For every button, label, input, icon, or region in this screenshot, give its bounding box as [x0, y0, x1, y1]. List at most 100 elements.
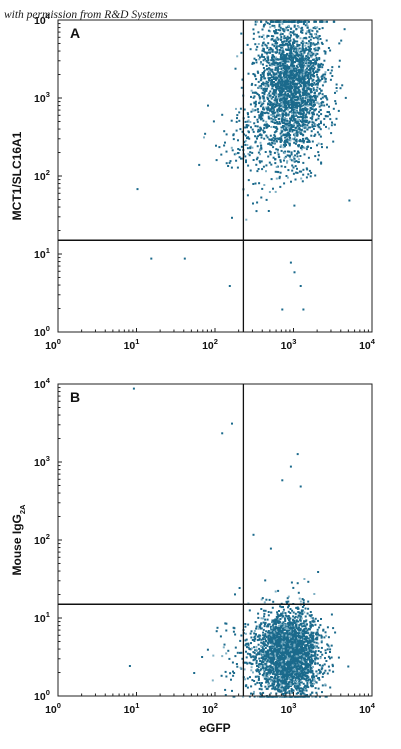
data-point	[299, 83, 302, 86]
data-point	[293, 622, 296, 624]
data-point	[307, 42, 310, 45]
data-point	[296, 582, 299, 585]
data-point	[300, 128, 303, 131]
data-point	[311, 617, 314, 620]
data-point	[324, 50, 327, 53]
data-point	[306, 87, 309, 89]
data-point	[293, 204, 296, 207]
data-point	[260, 61, 262, 64]
data-point	[331, 66, 334, 69]
data-point	[275, 623, 277, 626]
data-point	[324, 80, 327, 83]
data-point	[298, 116, 301, 119]
data-point	[307, 679, 310, 682]
data-point	[256, 125, 259, 128]
data-point	[284, 70, 287, 73]
data-point	[270, 637, 273, 640]
data-point	[287, 610, 290, 613]
data-point	[295, 28, 298, 31]
data-point	[281, 672, 284, 675]
data-point	[310, 56, 313, 59]
data-point	[316, 52, 319, 55]
data-point	[275, 126, 278, 128]
data-point	[290, 54, 293, 57]
data-point	[267, 651, 270, 654]
data-point	[311, 648, 314, 651]
data-point	[269, 77, 272, 79]
data-point	[281, 51, 284, 54]
data-point	[281, 681, 284, 684]
data-point	[273, 151, 276, 154]
data-point	[286, 70, 288, 73]
data-point	[289, 645, 292, 648]
data-point	[313, 109, 316, 112]
data-point	[286, 119, 289, 122]
data-point	[290, 90, 293, 93]
data-point	[257, 612, 260, 615]
data-point	[303, 59, 306, 62]
data-point	[256, 120, 259, 123]
data-point	[318, 87, 321, 90]
data-point	[266, 36, 268, 39]
data-point	[271, 141, 274, 144]
data-point	[310, 66, 313, 69]
data-point	[285, 98, 288, 101]
data-point	[288, 85, 291, 88]
data-point	[272, 35, 275, 38]
data-point	[252, 692, 255, 695]
data-point	[296, 66, 299, 69]
data-point	[284, 82, 287, 85]
data-point	[278, 660, 281, 663]
data-point	[309, 33, 312, 36]
data-point	[296, 167, 298, 170]
data-point	[259, 660, 262, 662]
data-point	[271, 114, 274, 117]
data-point	[273, 62, 276, 64]
data-point	[274, 32, 277, 35]
data-point	[279, 76, 282, 79]
data-point	[279, 648, 282, 651]
data-point	[244, 134, 247, 137]
data-point	[319, 135, 322, 138]
data-point	[273, 141, 276, 144]
data-point	[316, 662, 319, 665]
data-point	[279, 605, 282, 608]
data-point	[307, 76, 310, 79]
data-point	[302, 58, 305, 61]
data-point	[282, 43, 285, 46]
data-point	[319, 20, 322, 23]
scatter-points	[128, 387, 350, 698]
data-point	[284, 686, 287, 689]
data-point	[299, 104, 301, 107]
data-point	[290, 116, 293, 119]
data-point	[282, 67, 285, 69]
data-point	[315, 70, 318, 73]
data-point	[305, 94, 308, 97]
data-point	[262, 42, 265, 45]
data-point	[284, 62, 287, 65]
data-point	[308, 652, 311, 655]
data-point	[323, 123, 325, 126]
data-point	[267, 668, 270, 671]
data-point	[310, 669, 313, 672]
data-point	[263, 48, 265, 51]
data-point	[267, 630, 270, 632]
data-point	[329, 118, 332, 121]
data-point	[312, 637, 314, 640]
data-point	[300, 656, 303, 659]
data-point	[261, 114, 264, 117]
data-point	[300, 633, 303, 636]
data-point	[326, 111, 329, 113]
data-point	[268, 150, 271, 153]
data-point	[285, 42, 287, 45]
data-point	[324, 73, 327, 76]
data-point	[300, 79, 302, 82]
data-point	[293, 629, 296, 632]
data-point	[309, 666, 312, 668]
data-point	[272, 90, 275, 93]
data-point	[285, 139, 288, 142]
data-point	[301, 674, 304, 677]
data-point	[274, 66, 277, 69]
data-point	[262, 628, 265, 631]
data-point	[303, 153, 306, 156]
